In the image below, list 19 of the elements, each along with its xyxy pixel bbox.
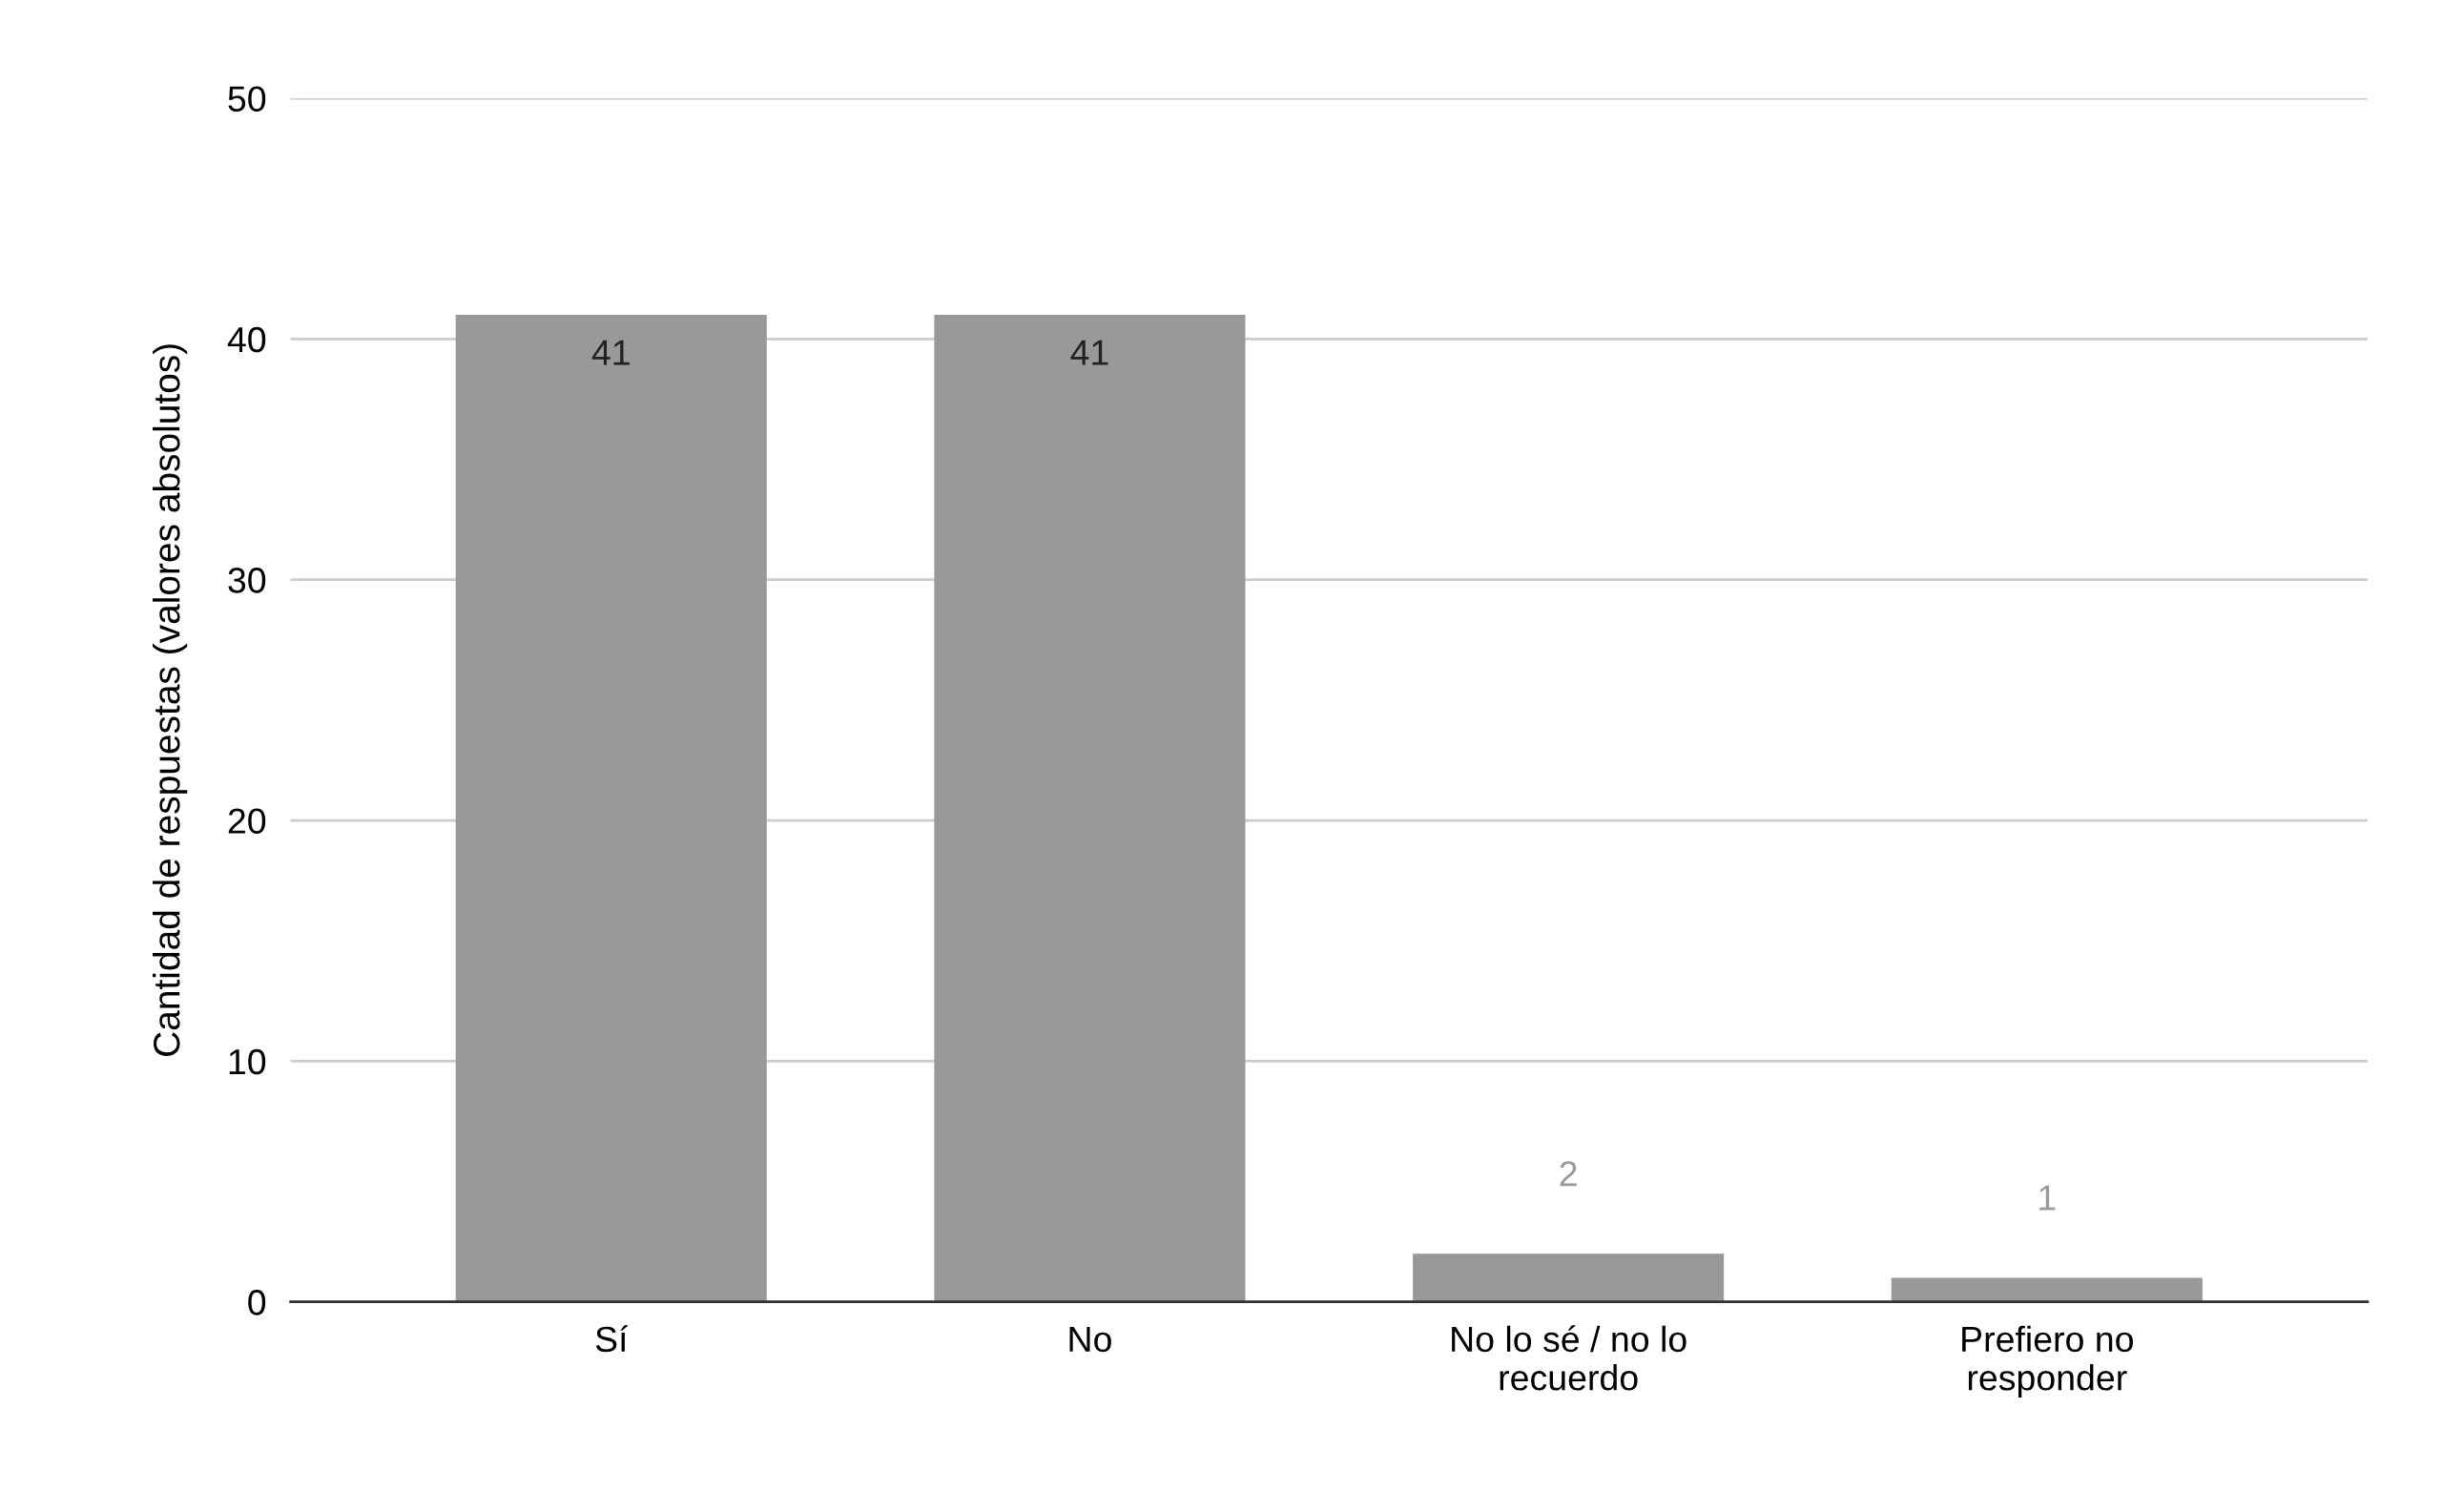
x-tick-label: No (1069, 1327, 1111, 1353)
bar (1891, 1277, 2203, 1302)
x-tick-label: Prefiero no responder (1962, 1325, 2133, 1398)
bar (1413, 1253, 1725, 1302)
y-tick-label: 50 (228, 86, 266, 112)
bar (934, 315, 1246, 1302)
y-tick-label: 40 (227, 326, 266, 353)
y-tick-label: 20 (228, 808, 266, 834)
data-label: 2 (1560, 1161, 1577, 1187)
y-tick-label: 10 (229, 1048, 266, 1075)
bar (455, 315, 767, 1302)
y-tick-label: 30 (228, 568, 266, 593)
y-axis-title: Cantidad de respuestas (valores absolutos) (153, 344, 188, 1056)
data-label: 41 (591, 340, 630, 365)
data-label: 41 (1070, 340, 1108, 365)
x-tick-label: Sí (595, 1325, 629, 1353)
x-tick-label: No lo sé / no lo recuerdo (1452, 1325, 1687, 1391)
data-label: 1 (2039, 1185, 2056, 1211)
y-tick-label: 0 (248, 1290, 266, 1315)
